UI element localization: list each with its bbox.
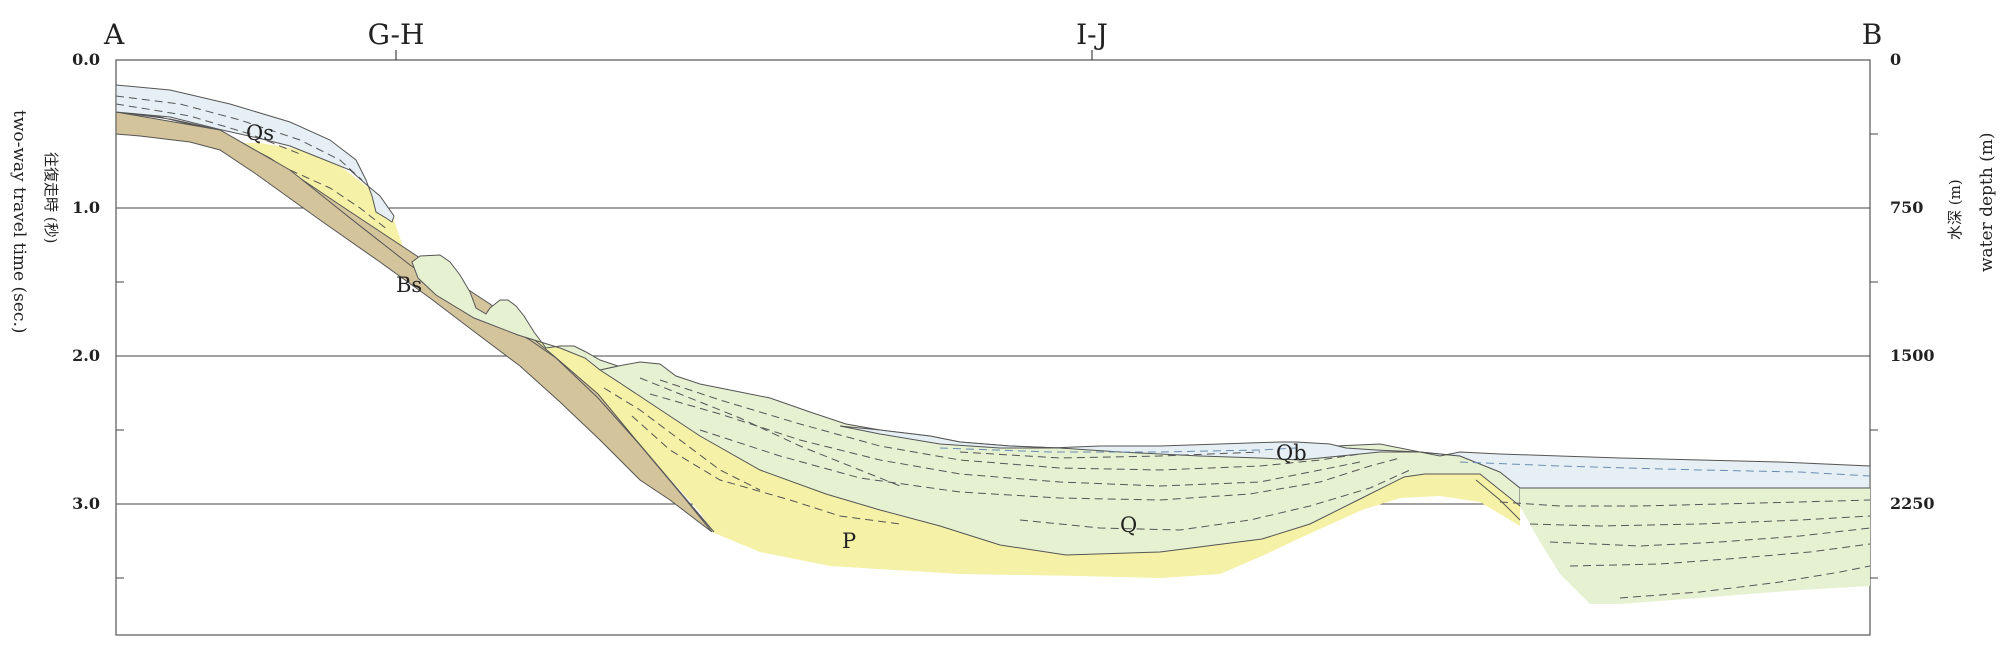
surface-reflector [939,447,1297,453]
unit-q-right-area [1520,488,1870,604]
reflector [699,429,1401,501]
right-tick-label: 0 [1890,50,1901,69]
reflector [959,451,1261,459]
right-tick-label: 2250 [1890,494,1935,513]
reflector [1569,543,1871,567]
internal-reflectors [115,95,1871,599]
right-tick-label: 750 [1890,198,1923,217]
unit-label-p: P [842,529,856,553]
surface-reflectors [939,447,1871,477]
left-tick-label: 1.0 [72,198,100,217]
section-point-b: B [1862,18,1883,51]
left-axis-title-jp: 往復走時 (秒) [42,152,60,243]
seafloor-profile-upper-slope [411,254,620,371]
reflector [1619,565,1871,599]
left-tick-label: 0.0 [72,50,100,69]
reflector [289,169,389,231]
right-axis-title-en: water depth (m) [1977,132,1997,272]
unit-label-bs: Bs [396,273,422,297]
reflector [659,379,1361,471]
reflector [649,393,1361,487]
unit-label-qs: Qs [246,121,274,145]
unit-bs-body [115,111,713,533]
unit-label-q: Q [1120,513,1137,537]
right-minor-ticks [1870,133,1878,579]
reflector [1549,527,1871,547]
unit-q-right-edge [1475,479,1521,521]
section-point-a: A [103,18,125,51]
left-tick-label: 3.0 [72,494,100,513]
unit-p-area [222,143,1520,578]
right-tick-label: 1500 [1890,346,1935,365]
surface-reflector [1459,461,1871,477]
unit-label-qb: Qb [1276,441,1307,465]
reflector [115,95,363,181]
left-tick-label: 2.0 [72,346,100,365]
reflector [1529,515,1871,527]
section-point-gh: G-H [368,18,425,51]
reflector [115,103,301,155]
right-axis-title-jp: 水深 (m) [1946,179,1964,240]
unit-bs-area [115,111,715,533]
reflector [631,415,901,525]
section-point-ij: I-J [1076,18,1108,51]
reflector [1019,469,1411,531]
section-frame [115,59,1871,636]
unit-qs-area [115,84,395,223]
left-axis-title-en: two-way travel time (sec.) [9,110,29,333]
reflector [603,387,761,491]
